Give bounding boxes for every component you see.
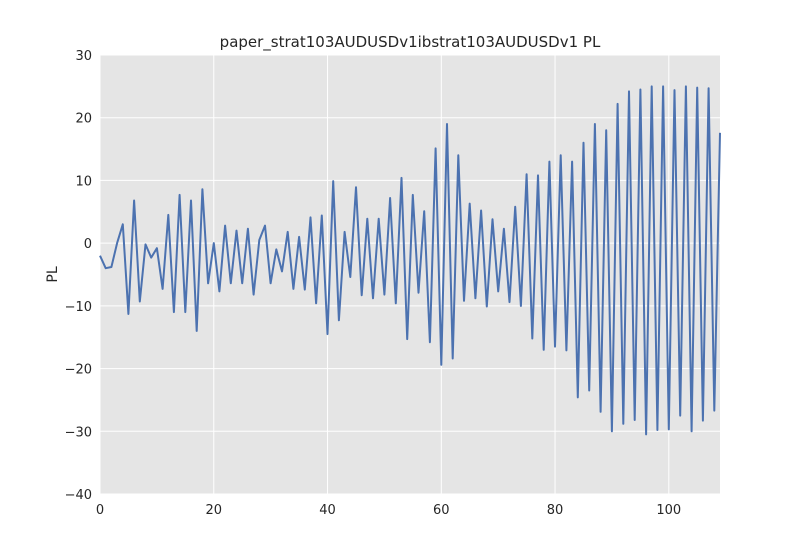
y-tick-label: 30 — [75, 49, 92, 64]
y-tick-label: −30 — [65, 425, 92, 440]
x-axis-ticks: 0 20 40 60 80 100 — [96, 503, 681, 518]
y-tick-label: −10 — [65, 300, 92, 315]
y-tick-label: −40 — [65, 488, 92, 503]
y-axis-label: PL — [45, 266, 61, 282]
x-tick-label: 100 — [656, 503, 681, 518]
x-tick-label: 80 — [547, 503, 564, 518]
y-tick-label: −20 — [65, 363, 92, 378]
y-axis-ticks: −40 −30 −20 −10 0 10 20 30 — [65, 49, 92, 503]
y-tick-label: 20 — [75, 112, 92, 127]
series-line — [99, 85, 721, 436]
x-tick-label: 60 — [433, 503, 450, 518]
x-tick-label: 0 — [96, 503, 104, 518]
x-tick-label: 40 — [319, 503, 336, 518]
y-tick-label: 10 — [75, 174, 92, 189]
chart-title: paper_strat103AUDUSDv1ibstrat103AUDUSDv1… — [220, 33, 601, 52]
y-tick-label: 0 — [84, 237, 92, 252]
x-tick-label: 20 — [205, 503, 222, 518]
